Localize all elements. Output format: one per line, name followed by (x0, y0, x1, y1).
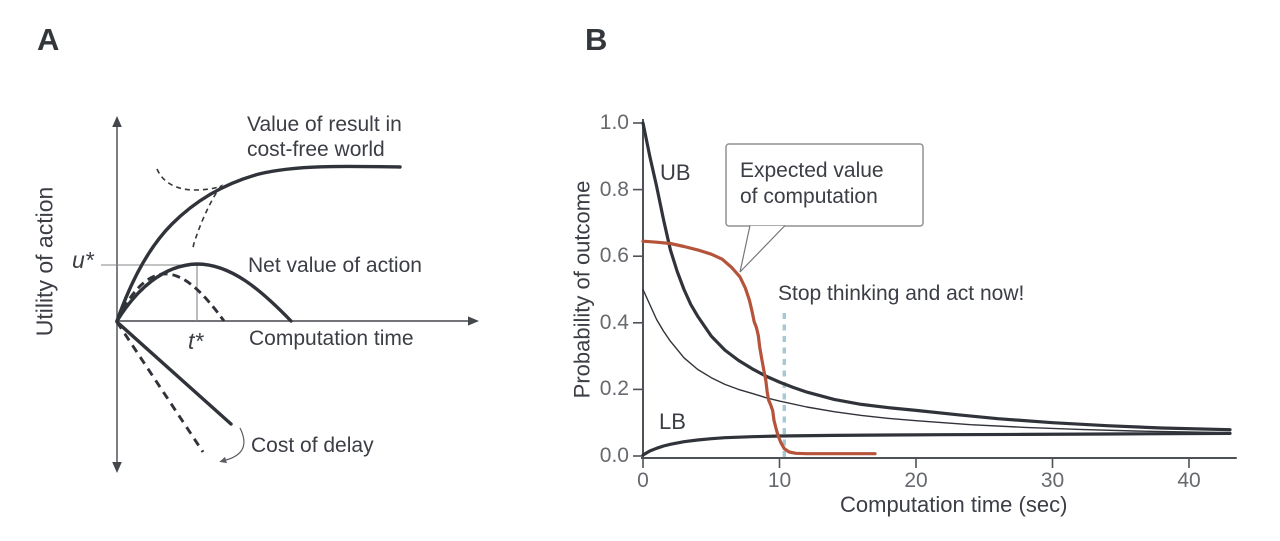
t-star-label: t* (188, 328, 204, 354)
a-x-axis-arrow-right-icon (468, 316, 479, 326)
a-x-axis-label: Computation time (249, 327, 414, 350)
b-tick-marks (633, 122, 1190, 468)
u-star-label: u* (72, 247, 94, 273)
y-tick-label: 0.4 (599, 310, 629, 334)
value-of-result-curve (115, 164, 402, 323)
callout-leader-right (739, 225, 786, 273)
mid-estimate-curve (642, 288, 1231, 434)
net-value-curve (115, 262, 293, 323)
cost-of-delay-solid-line (115, 320, 233, 426)
y-tick-label: 0.0 (599, 444, 629, 467)
y-tick-label: 0.8 (599, 177, 629, 201)
callout-box (725, 143, 924, 227)
panel-a-letter: A (37, 22, 60, 57)
cost-of-delay-dashed-line (115, 321, 205, 453)
lb-label: LB (659, 409, 686, 434)
panel-b-letter: B (585, 22, 608, 57)
a-y-axis-label: Utility of action (31, 186, 58, 337)
y-tick-label: 0.6 (599, 244, 629, 268)
cost-of-delay-pointer-arc (225, 427, 245, 461)
stop-thinking-label: Stop thinking and act now! (778, 282, 1025, 305)
net-value-dashed-curve (115, 272, 226, 322)
x-tick-label: 40 (1177, 469, 1201, 492)
b-axes (641, 119, 1237, 459)
b-y-axis-label: Probability of outcome (569, 180, 595, 399)
value-of-result-label: Value of result in cost-free world (247, 113, 402, 161)
x-tick-label: 10 (767, 469, 792, 492)
a-y-axis-arrow-up-icon (112, 116, 122, 127)
x-tick-label: 20 (904, 469, 928, 492)
x-tick-label: 0 (637, 469, 649, 492)
panel-b-plot (633, 119, 1237, 468)
cost-of-delay-label: Cost of delay (251, 434, 374, 457)
lower-bound-curve (641, 431, 1232, 457)
net-value-label: Net value of action (248, 254, 422, 277)
y-tick-label: 0.2 (599, 377, 629, 401)
cost-of-delay-pointer-arrowhead-icon (219, 456, 227, 464)
panel-a-plot (101, 116, 479, 473)
a-y-axis-arrow-down-icon (112, 462, 122, 473)
y-tick-label: 1.0 (599, 111, 629, 134)
expected-value-of-computation-curve (641, 239, 877, 456)
callout-label: Expected value of computation (740, 159, 884, 208)
callout-leader-left (739, 225, 751, 273)
x-tick-label: 30 (1040, 469, 1065, 492)
b-x-axis-label: Computation time (sec) (840, 492, 1068, 517)
value-uncertainty-dashed-curve (156, 168, 224, 250)
ub-label: UB (660, 160, 691, 185)
